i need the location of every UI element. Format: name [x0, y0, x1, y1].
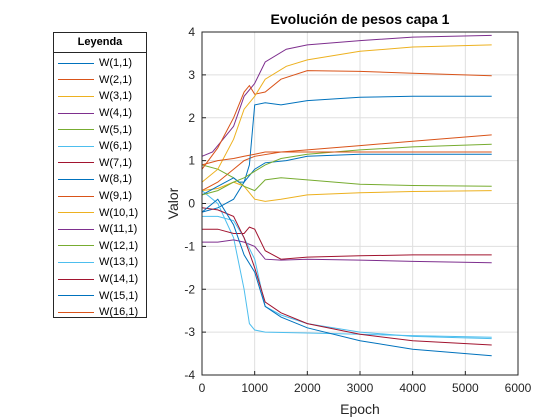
series-line-5 [201, 164, 492, 192]
series-line-15 [201, 198, 492, 357]
legend-swatch [58, 195, 94, 197]
legend-swatch [58, 311, 94, 313]
series-lines [201, 34, 492, 357]
legend-label: W(6,1) [99, 140, 132, 153]
legend-label: W(7,1) [99, 156, 132, 169]
series-line-6 [201, 190, 492, 338]
x-tick-label-1: 1000 [241, 381, 268, 395]
y-tick-label-8: 4 [188, 25, 195, 39]
legend-swatch [58, 212, 94, 214]
series-line-12 [201, 143, 492, 196]
y-tick-label-1: -3 [184, 325, 195, 339]
series-line-3 [201, 181, 492, 202]
y-tick-label-3: -1 [184, 239, 195, 253]
legend-label: W(10,1) [99, 206, 139, 219]
legend-label: W(14,1) [99, 273, 139, 286]
legend-entry: W(15,1) [54, 287, 146, 304]
legend-label: W(3,1) [99, 90, 132, 103]
series-line-7 [202, 226, 492, 260]
legend-swatch [58, 95, 94, 97]
legend: Leyenda W(1,1) W(2,1) W(3,1) W(4,1) W(5,1) W(… [53, 32, 147, 318]
axis-ticks: 0 1000 2000 3000 4000 5000 6000 -4 -3 -2 -1 0 1 2 3 4 [184, 25, 531, 395]
legend-swatch [58, 278, 94, 280]
y-tick-label-5: 1 [188, 154, 195, 168]
series-line-14 [201, 207, 492, 346]
y-tick-label-4: 0 [188, 197, 195, 211]
legend-entry: W(2,1) [54, 72, 146, 89]
series-line-13 [202, 215, 492, 340]
legend-entry: W(13,1) [54, 254, 146, 271]
legend-swatch [58, 245, 94, 247]
legend-label: W(2,1) [99, 73, 132, 86]
y-tick-label-6: 2 [188, 111, 195, 125]
x-tick-label-4: 4000 [399, 381, 426, 395]
legend-entry: W(1,1) [54, 55, 146, 72]
legend-label: W(1,1) [99, 57, 132, 70]
legend-title: Leyenda [54, 33, 146, 53]
series-line-9 [201, 70, 492, 170]
legend-entry: W(9,1) [54, 188, 146, 205]
legend-swatch [58, 112, 94, 114]
legend-label: W(8,1) [99, 173, 132, 186]
legend-entry: W(14,1) [54, 271, 146, 288]
legend-entry: W(16,1) [54, 304, 146, 321]
legend-swatch [58, 79, 94, 81]
x-tick-label-6: 6000 [505, 381, 532, 395]
y-tick-label-7: 3 [188, 68, 195, 82]
legend-swatch [58, 145, 94, 147]
legend-entry: W(8,1) [54, 171, 146, 188]
legend-swatch [58, 178, 94, 180]
legend-swatch [58, 228, 94, 230]
legend-label: W(9,1) [99, 190, 132, 203]
legend-entry: W(11,1) [54, 221, 146, 238]
chart-title: Evolución de pesos capa 1 [271, 11, 450, 27]
legend-entry: W(3,1) [54, 88, 146, 105]
legend-label: W(5,1) [99, 123, 132, 136]
y-tick-label-0: -4 [184, 368, 195, 382]
legend-swatch [58, 162, 94, 164]
x-tick-label-5: 5000 [452, 381, 479, 395]
legend-entry: W(10,1) [54, 204, 146, 221]
legend-entry: W(7,1) [54, 155, 146, 172]
x-axis-label: Epoch [340, 401, 380, 417]
x-tick-label-2: 2000 [294, 381, 321, 395]
legend-swatch [58, 62, 94, 64]
legend-swatch [58, 295, 94, 297]
legend-swatch [58, 129, 94, 131]
legend-entry: W(5,1) [54, 121, 146, 138]
series-line-2 [201, 134, 492, 192]
series-line-16 [201, 151, 492, 166]
legend-entries: W(1,1) W(2,1) W(3,1) W(4,1) W(5,1) W(6,1) W(7,… [54, 53, 146, 321]
series-line-8 [201, 95, 492, 196]
legend-label: W(15,1) [99, 289, 139, 302]
series-line-10 [201, 44, 492, 183]
legend-label: W(11,1) [99, 223, 138, 236]
y-tick-label-2: -2 [184, 282, 195, 296]
legend-swatch [58, 261, 94, 263]
y-axis-label: Valor [165, 187, 181, 219]
x-tick-label-3: 3000 [347, 381, 374, 395]
x-tick-label-0: 0 [199, 381, 206, 395]
series-line-1 [201, 153, 492, 213]
legend-label: W(12,1) [99, 239, 139, 252]
legend-label: W(16,1) [99, 306, 139, 319]
legend-entry: W(6,1) [54, 138, 146, 155]
series-line-11 [202, 239, 492, 264]
legend-entry: W(4,1) [54, 105, 146, 122]
legend-entry: W(12,1) [54, 238, 146, 255]
legend-label: W(13,1) [99, 256, 139, 269]
legend-label: W(4,1) [99, 107, 132, 120]
